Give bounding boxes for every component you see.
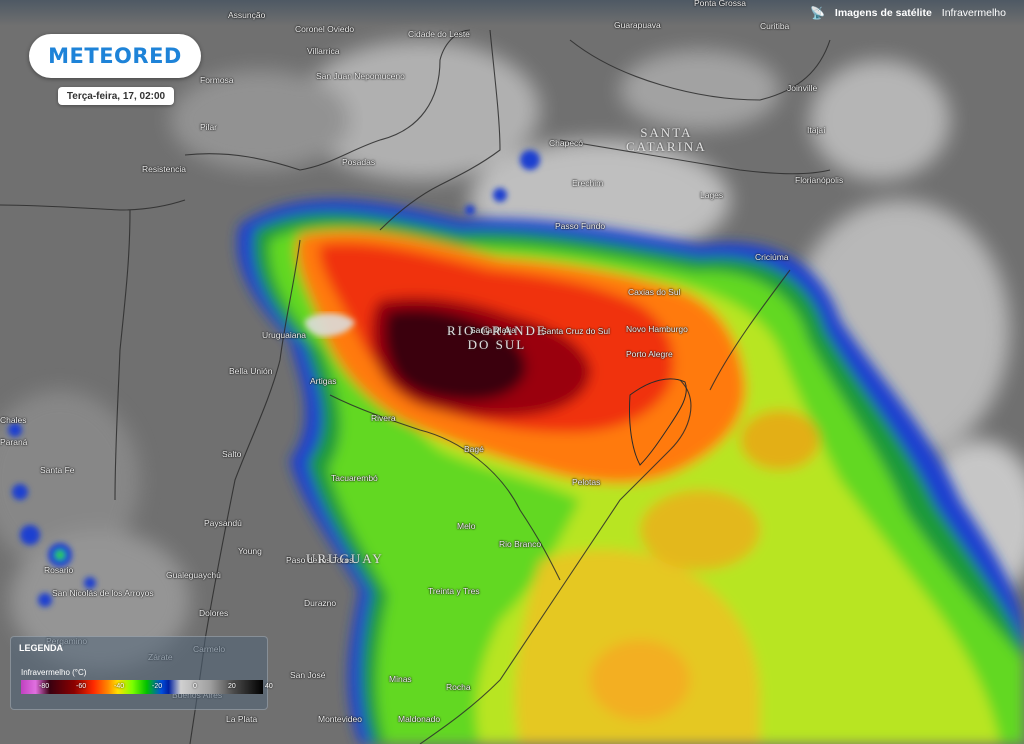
place-label: Dolores bbox=[199, 608, 229, 618]
place-label: Itajaí bbox=[807, 125, 826, 135]
satellite-images-link[interactable]: Imagens de satélite bbox=[834, 7, 932, 19]
place-label: Durazno bbox=[304, 598, 337, 608]
place-label: Paso de los Toros bbox=[286, 555, 354, 565]
place-label: Chapecó bbox=[549, 138, 584, 148]
place-label: Minas bbox=[389, 674, 412, 684]
place-label: Posadas bbox=[342, 157, 376, 167]
place-label: Montevideo bbox=[318, 714, 362, 724]
datetime-label: Terça-feira, 17, 02:00 bbox=[58, 87, 174, 105]
place-label: Cidade do Leste bbox=[408, 29, 470, 39]
place-label: Passo Fundo bbox=[555, 221, 606, 231]
place-label: Gualeguaychú bbox=[166, 570, 221, 580]
place-label: Tacuarembó bbox=[331, 473, 378, 483]
place-label: Santa Fe bbox=[40, 465, 75, 475]
place-label: Bagé bbox=[464, 444, 484, 454]
meteored-logo[interactable]: METEORED bbox=[29, 34, 201, 78]
place-label: Maldonado bbox=[398, 714, 441, 724]
place-label: Melo bbox=[457, 521, 476, 531]
state-label: URUGUAY bbox=[306, 551, 384, 566]
legend-tick: -60 bbox=[76, 683, 87, 690]
state-label: SANTA CATARINA bbox=[626, 125, 707, 154]
place-label: Florianópolis bbox=[795, 175, 844, 185]
place-label: Guarapuava bbox=[614, 20, 661, 30]
top-nav: 📡 Imagens de satélite Infravermelho bbox=[810, 6, 1006, 20]
place-label: La Plata bbox=[226, 714, 258, 724]
legend-subtitle: Infravermelho (°C) bbox=[21, 668, 87, 677]
place-label: Rio Branco bbox=[499, 539, 542, 549]
place-label: Assunção bbox=[228, 10, 266, 20]
satellite-icon: 📡 bbox=[809, 6, 825, 20]
place-label: Ponta Grossa bbox=[694, 0, 746, 8]
place-label: Porto Alegre bbox=[626, 349, 673, 359]
place-label: Erechim bbox=[572, 178, 604, 188]
state-label: RIO GRANDE DO SUL bbox=[447, 323, 547, 352]
place-label: Rivera bbox=[371, 413, 396, 423]
legend-tick: -20 bbox=[152, 683, 163, 690]
legend-color-scale: -80 -60 -40 -20 0 20 40 bbox=[21, 680, 273, 694]
place-label: San Nicolás de los Arroyos bbox=[52, 588, 154, 598]
legend-tick: 40 bbox=[265, 683, 273, 690]
place-label: Lages bbox=[700, 190, 724, 200]
place-label: Curitiba bbox=[760, 21, 790, 31]
place-label: Chales bbox=[0, 415, 27, 425]
legend-tick: 0 bbox=[193, 683, 197, 690]
infrared-mode-link[interactable]: Infravermelho bbox=[941, 7, 1006, 19]
legend-tick: 20 bbox=[228, 683, 236, 690]
place-label: San José bbox=[290, 670, 326, 680]
legend-title: LEGENDA bbox=[19, 643, 64, 653]
place-label: Santa Cruz do Sul bbox=[541, 326, 610, 336]
place-label: Uruguaiana bbox=[262, 330, 306, 340]
place-label: Caxias do Sul bbox=[628, 287, 681, 297]
place-label: Novo Hamburgo bbox=[626, 324, 688, 334]
legend-tick: -80 bbox=[39, 683, 50, 690]
place-label: Paysandú bbox=[204, 518, 242, 528]
place-label: Artigas bbox=[310, 376, 337, 386]
place-label: Rosario bbox=[44, 565, 74, 575]
place-label: San Juan Nepomuceno bbox=[316, 71, 405, 81]
legend-panel: LEGENDA Infravermelho (°C) -80 -60 -40 -… bbox=[10, 636, 273, 710]
place-label: Pelotas bbox=[572, 477, 601, 487]
place-label: Treinta y Tres bbox=[428, 586, 480, 596]
place-label: Paraná bbox=[0, 437, 28, 447]
place-label: Criciúma bbox=[755, 252, 789, 262]
place-label: Pilar bbox=[200, 122, 218, 132]
place-label: Bella Unión bbox=[229, 366, 273, 376]
place-label: Young bbox=[238, 546, 262, 556]
place-label: Formosa bbox=[200, 75, 234, 85]
place-label: Joinville bbox=[787, 83, 818, 93]
legend-tick: -40 bbox=[114, 683, 125, 690]
place-label: Coronel Oviedo bbox=[295, 24, 355, 34]
brand-name: METEORED bbox=[48, 44, 182, 68]
top-bar bbox=[0, 0, 1024, 26]
place-label: Salto bbox=[222, 449, 242, 459]
place-label: Rocha bbox=[446, 682, 471, 692]
place-label: Villarrica bbox=[307, 46, 340, 56]
place-label: Resistencia bbox=[142, 164, 186, 174]
place-label: Santa Maria bbox=[470, 325, 516, 335]
